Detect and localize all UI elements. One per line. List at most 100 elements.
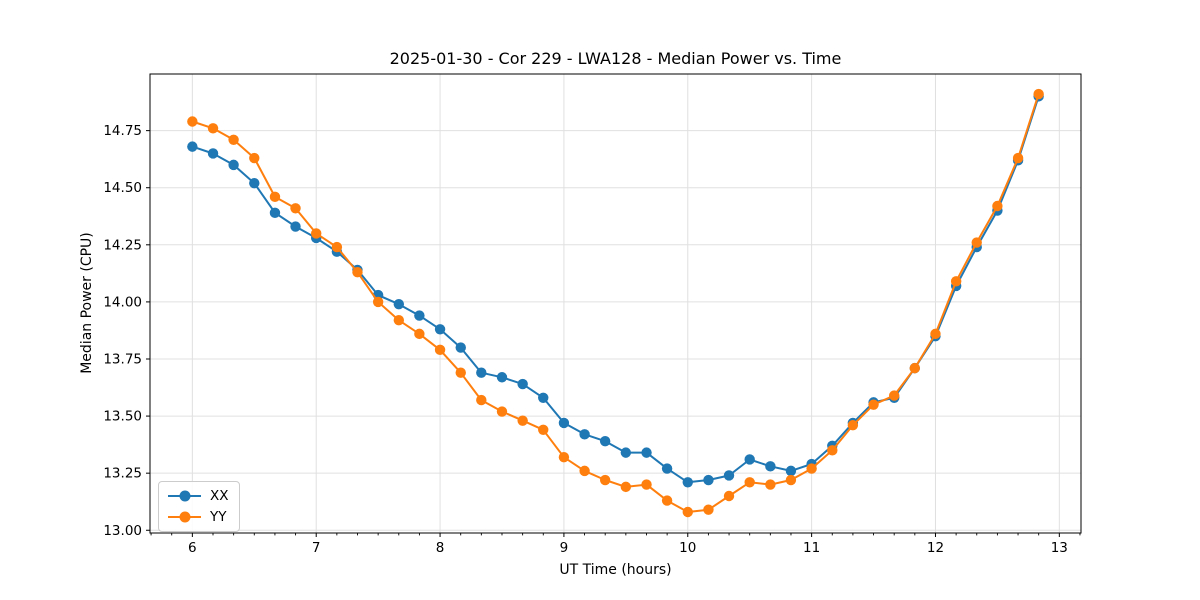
x-tick-label: 13 — [1051, 540, 1068, 556]
data-point — [249, 152, 260, 164]
data-point — [269, 191, 281, 203]
data-point — [889, 390, 900, 401]
data-point — [620, 447, 632, 458]
data-point — [682, 477, 693, 488]
data-point — [455, 367, 466, 378]
series-yy-marker-icon — [179, 511, 190, 523]
axis-ticks — [146, 130, 1081, 537]
data-point — [723, 490, 735, 502]
series-xx — [187, 91, 1044, 488]
y-tick-label: 14.50 — [103, 180, 142, 196]
data-point — [1012, 152, 1024, 164]
data-point — [599, 436, 611, 447]
data-point — [207, 148, 219, 159]
data-point — [476, 367, 487, 378]
data-point — [476, 394, 487, 406]
data-point — [228, 159, 239, 171]
data-point — [517, 415, 528, 426]
data-point — [538, 424, 549, 435]
data-point — [641, 479, 652, 490]
data-point — [744, 454, 755, 465]
y-tick-label: 13.25 — [103, 466, 142, 482]
data-point — [311, 228, 322, 239]
data-point — [785, 474, 797, 486]
data-point — [414, 328, 425, 340]
x-tick-label: 12 — [927, 540, 944, 556]
data-point — [909, 362, 920, 374]
data-point — [331, 241, 343, 253]
plot-spines — [149, 73, 1082, 534]
data-point — [785, 465, 797, 477]
data-point — [269, 207, 281, 219]
series-xx-line-swatch — [168, 490, 201, 502]
data-point — [393, 298, 405, 310]
y-tick-label: 14.75 — [103, 123, 142, 139]
data-point — [496, 406, 508, 417]
data-point — [496, 372, 508, 383]
data-point — [207, 123, 219, 134]
data-point — [827, 445, 838, 456]
data-point — [187, 116, 198, 127]
data-point — [558, 451, 570, 463]
legend-item-yy: YY — [168, 508, 229, 526]
data-point — [187, 141, 198, 152]
data-point — [414, 310, 425, 321]
data-point — [372, 296, 384, 308]
data-point — [868, 399, 879, 410]
series-xx-marker-icon — [179, 490, 190, 502]
data-point — [393, 314, 405, 326]
data-point — [765, 479, 776, 490]
data-point — [744, 477, 755, 488]
data-point — [641, 447, 652, 458]
y-tick-label: 13.50 — [103, 409, 142, 425]
y-tick-label: 14.25 — [103, 237, 142, 253]
data-point — [249, 177, 260, 189]
x-tick-label: 8 — [436, 540, 445, 556]
data-point — [558, 417, 570, 429]
x-tick-label: 11 — [803, 540, 820, 556]
legend-label-yy: YY — [210, 509, 227, 525]
data-point — [538, 392, 549, 404]
x-tick-label: 10 — [679, 540, 696, 556]
legend-label-xx: XX — [210, 488, 229, 504]
data-point — [434, 324, 446, 335]
data-point — [579, 429, 590, 440]
data-point — [806, 463, 817, 474]
x-axis-label: UT Time (hours) — [559, 562, 672, 578]
data-point — [703, 504, 714, 515]
x-tick-label: 9 — [560, 540, 569, 556]
series-xx-path — [192, 96, 1040, 484]
data-point — [661, 495, 673, 506]
series-yy-line-swatch — [168, 511, 201, 523]
data-point — [661, 463, 673, 474]
data-point — [682, 506, 693, 518]
series-yy — [187, 88, 1044, 518]
data-point — [599, 474, 611, 486]
x-tick-label: 7 — [312, 540, 321, 556]
y-tick-label: 13.00 — [103, 523, 142, 539]
y-tick-label: 14.00 — [103, 294, 142, 310]
data-point — [930, 328, 941, 340]
y-gridlines — [150, 130, 1081, 531]
data-point — [434, 344, 446, 356]
data-point — [228, 134, 239, 145]
chart-title: 2025-01-30 - Cor 229 - LWA128 - Median P… — [389, 49, 842, 68]
data-point — [290, 221, 301, 232]
axis-tick-labels: 6 7 8 9 10 11 12 13 13.00 13.25 13.50 13.75 14.00 14.… — [103, 123, 1068, 556]
data-point — [723, 470, 735, 481]
data-point — [290, 203, 301, 214]
data-point — [765, 461, 776, 472]
data-point — [455, 342, 466, 353]
data-point — [971, 237, 982, 248]
legend: XX YY — [158, 481, 240, 532]
data-point — [620, 481, 632, 493]
data-point — [847, 420, 859, 431]
data-point — [352, 267, 363, 278]
x-gridlines — [191, 74, 1060, 533]
data-point — [950, 276, 962, 287]
data-point — [517, 378, 528, 390]
data-point — [703, 474, 714, 486]
legend-item-xx: XX — [168, 487, 229, 505]
